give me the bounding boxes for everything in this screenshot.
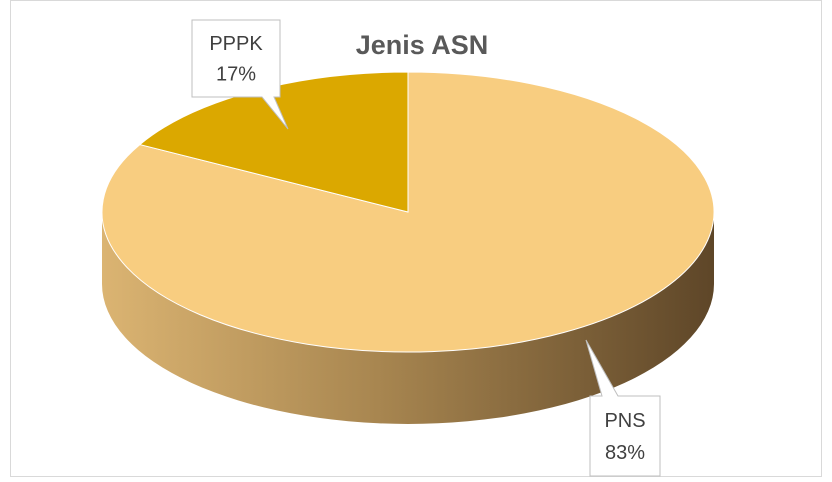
data-label-value: 17% <box>216 64 256 86</box>
pie <box>101 71 715 424</box>
callout <box>191 19 289 130</box>
labels: PNS 83% PPPK 17% <box>191 19 661 477</box>
data-label-value: 83% <box>605 442 645 464</box>
data-label: PNS 83% <box>585 339 661 477</box>
pie-side <box>102 212 714 424</box>
chart-title: Jenis ASN <box>356 30 489 60</box>
data-label-category: PPPK <box>209 33 263 55</box>
callout <box>585 339 661 477</box>
data-label: PPPK 17% <box>191 19 289 130</box>
data-label-category: PNS <box>604 410 645 432</box>
